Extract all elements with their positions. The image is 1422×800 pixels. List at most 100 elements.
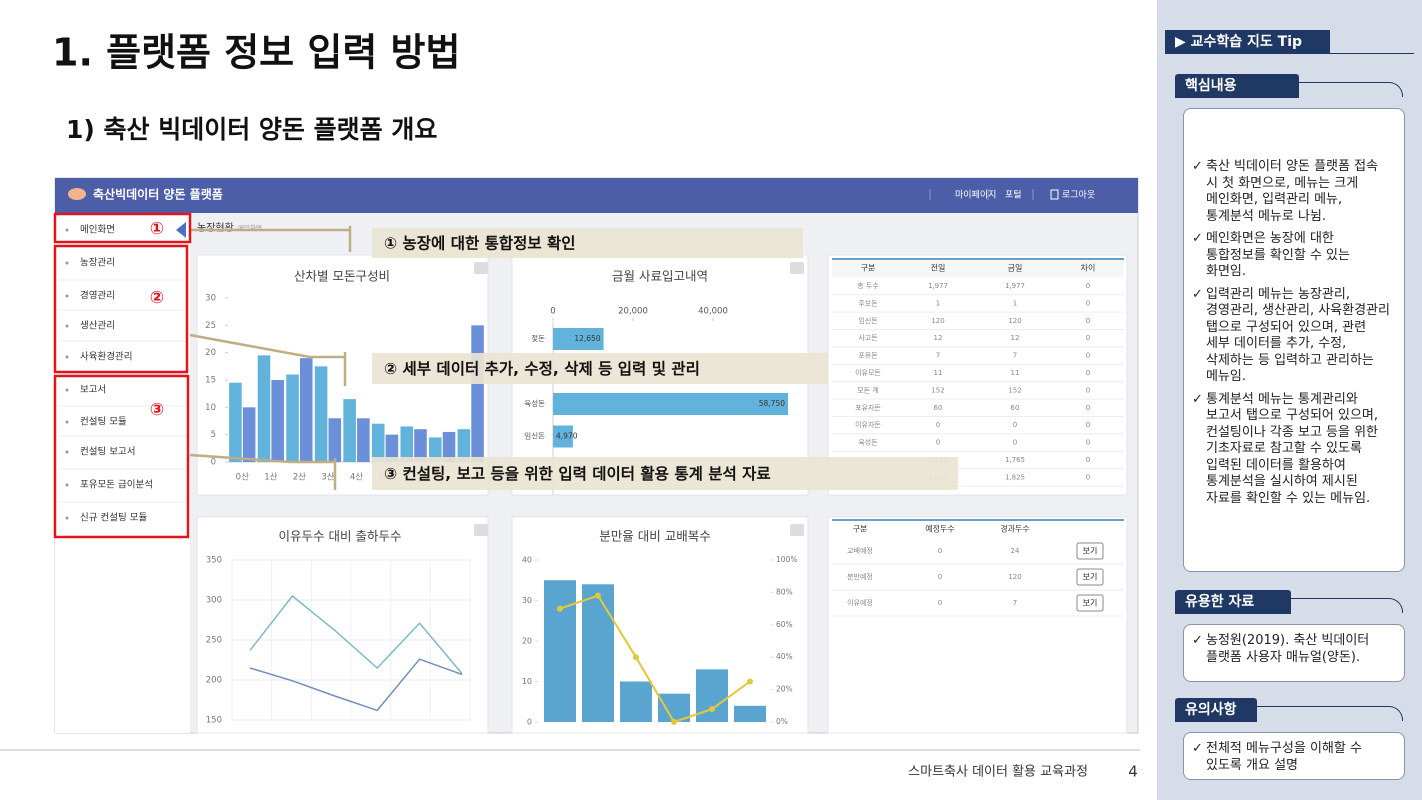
menu-bullet	[65, 420, 69, 424]
x-tick-label: 0산	[236, 472, 249, 483]
y-tick-label: 10	[522, 677, 532, 686]
table-cell: 1	[1013, 299, 1017, 307]
bar	[328, 418, 342, 462]
bar	[357, 418, 370, 462]
panel-menu-button	[790, 524, 804, 536]
y-tick-label: 20	[522, 637, 532, 646]
table-cell: 후보돈	[858, 299, 878, 307]
line-point	[671, 719, 677, 725]
bar	[734, 705, 766, 722]
y-tick-label: 25	[205, 321, 216, 331]
section-tab-rule	[1299, 82, 1403, 97]
y2-tick-label: 20%	[776, 685, 793, 694]
chart-title: 금월 사료입고내역	[612, 269, 708, 284]
breadcrumb: 농장현황	[197, 222, 234, 234]
bar	[400, 426, 414, 462]
table-cell: 0	[938, 599, 942, 607]
menu-bullet	[65, 388, 69, 392]
table-cell: 0	[1086, 317, 1090, 325]
callout-text: ③ 컨설팅, 보고 등을 위한 입력 데이터 활용 통계 분석 자료	[384, 464, 771, 483]
section-tab: 핵심내용	[1175, 74, 1299, 98]
table-cell: 1,977	[928, 282, 948, 290]
bar	[553, 393, 788, 415]
section-box: 축산 빅데이터 양돈 플랫폼 접속 시 첫 화면으로, 메뉴는 크게 메인화면,…	[1183, 108, 1405, 572]
table-cell: 0	[1013, 421, 1017, 429]
table-cell: 0	[1086, 386, 1090, 394]
table-cell: 7	[1013, 352, 1017, 360]
bar	[229, 382, 242, 462]
bar	[553, 328, 604, 350]
callout-marker: ①	[150, 219, 164, 239]
nav-link: 로그아웃	[1062, 190, 1095, 201]
bar	[314, 366, 328, 462]
footer-course: 스마트축사 데이터 활용 교육과정	[908, 765, 1088, 780]
menu-item: 메인화면	[80, 225, 115, 236]
section-tab-rule	[1257, 706, 1403, 721]
menu-selected-arrow	[176, 222, 186, 238]
table-cell: 분만예정	[847, 572, 873, 581]
y-tick-label: 육성돈	[524, 399, 545, 408]
app-title: 축산빅데이터 양돈 플랫폼	[93, 187, 223, 202]
menu-item: 포유모돈 급이분석	[80, 480, 153, 491]
view-button	[1076, 594, 1104, 612]
section-box: 농정원(2019). 축산 빅데이터 플랫폼 사용자 매뉴얼(양돈).	[1183, 624, 1405, 682]
y-tick-label: 300	[206, 596, 222, 606]
table-cell: 152	[931, 386, 944, 394]
app-logo	[68, 188, 86, 200]
menu-bullet	[65, 261, 69, 265]
y2-tick-label: 80%	[776, 587, 793, 596]
bar	[371, 423, 385, 462]
table-cell: 12	[934, 334, 943, 342]
table-cell: 11	[1011, 369, 1020, 377]
menu-bullet	[65, 355, 69, 359]
table-cell: 포유자돈	[855, 403, 881, 412]
y-tick-label: 젖돈	[531, 333, 545, 343]
view-button	[1076, 568, 1104, 586]
bullet-item: 축산 빅데이터 양돈 플랫폼 접속 시 첫 화면으로, 메뉴는 크게 메인화면,…	[1192, 159, 1394, 225]
bar	[429, 437, 442, 462]
callout-box	[372, 353, 828, 384]
table-cell: 0	[1086, 404, 1090, 412]
table-cell: 이유모돈	[855, 368, 881, 377]
table-cell: 0	[1086, 334, 1090, 342]
table-cell: 24	[1011, 547, 1020, 555]
section-box: 전체적 메뉴구성을 이해할 수 있도록 개요 설명	[1183, 732, 1405, 780]
section-tab: 유의사항	[1175, 698, 1257, 722]
view-button-label: 보기	[1083, 547, 1098, 556]
y-tick-label: 0	[527, 718, 532, 727]
line-series	[249, 658, 463, 712]
bullet-item: 통계분석 메뉴는 통계관리와 보고서 탭으로 구성되어 있으며, 컨설팅이나 각…	[1192, 392, 1394, 508]
value-label: 58,750	[759, 399, 785, 408]
callout-marker: ③	[150, 400, 164, 420]
bar	[299, 358, 313, 462]
table-cell: 1,825	[1005, 473, 1025, 481]
bar	[242, 407, 256, 462]
breadcrumb-sub: 메인화면	[238, 223, 262, 232]
bar	[414, 429, 427, 462]
y-tick-label: 20	[205, 348, 216, 358]
table-header: 예정두수	[925, 524, 954, 534]
leader-line	[189, 453, 335, 464]
value-label: 4,970	[556, 432, 578, 441]
bullet-item: 농정원(2019). 축산 빅데이터 플랫폼 사용자 매뉴얼(양돈).	[1192, 633, 1394, 666]
table-cell: 0	[1086, 282, 1090, 290]
line-point	[747, 678, 753, 685]
x-tick-label: 3산	[321, 472, 334, 483]
table-cell: 1	[936, 299, 940, 307]
table-cell: 0	[1086, 352, 1090, 360]
menu-bullet	[65, 516, 69, 520]
panel-menu-button	[474, 524, 488, 536]
bar	[286, 374, 299, 462]
bar	[257, 355, 271, 462]
table-cell: 60	[934, 404, 943, 412]
table-cell: 1,977	[1005, 282, 1025, 290]
table-header: 구분	[853, 525, 868, 534]
table-cell: 120	[931, 317, 944, 325]
bullet-item: 메인화면은 농장에 대한 통합정보를 확인할 수 있는 화면임.	[1192, 231, 1394, 281]
table-cell: 60	[1011, 404, 1020, 412]
bar	[582, 584, 614, 722]
view-button-label: 보기	[1083, 599, 1098, 608]
table-cell: 이유예정	[847, 598, 873, 607]
nav-link: 마이페이지	[955, 190, 996, 201]
table-cell: 0	[938, 547, 942, 555]
